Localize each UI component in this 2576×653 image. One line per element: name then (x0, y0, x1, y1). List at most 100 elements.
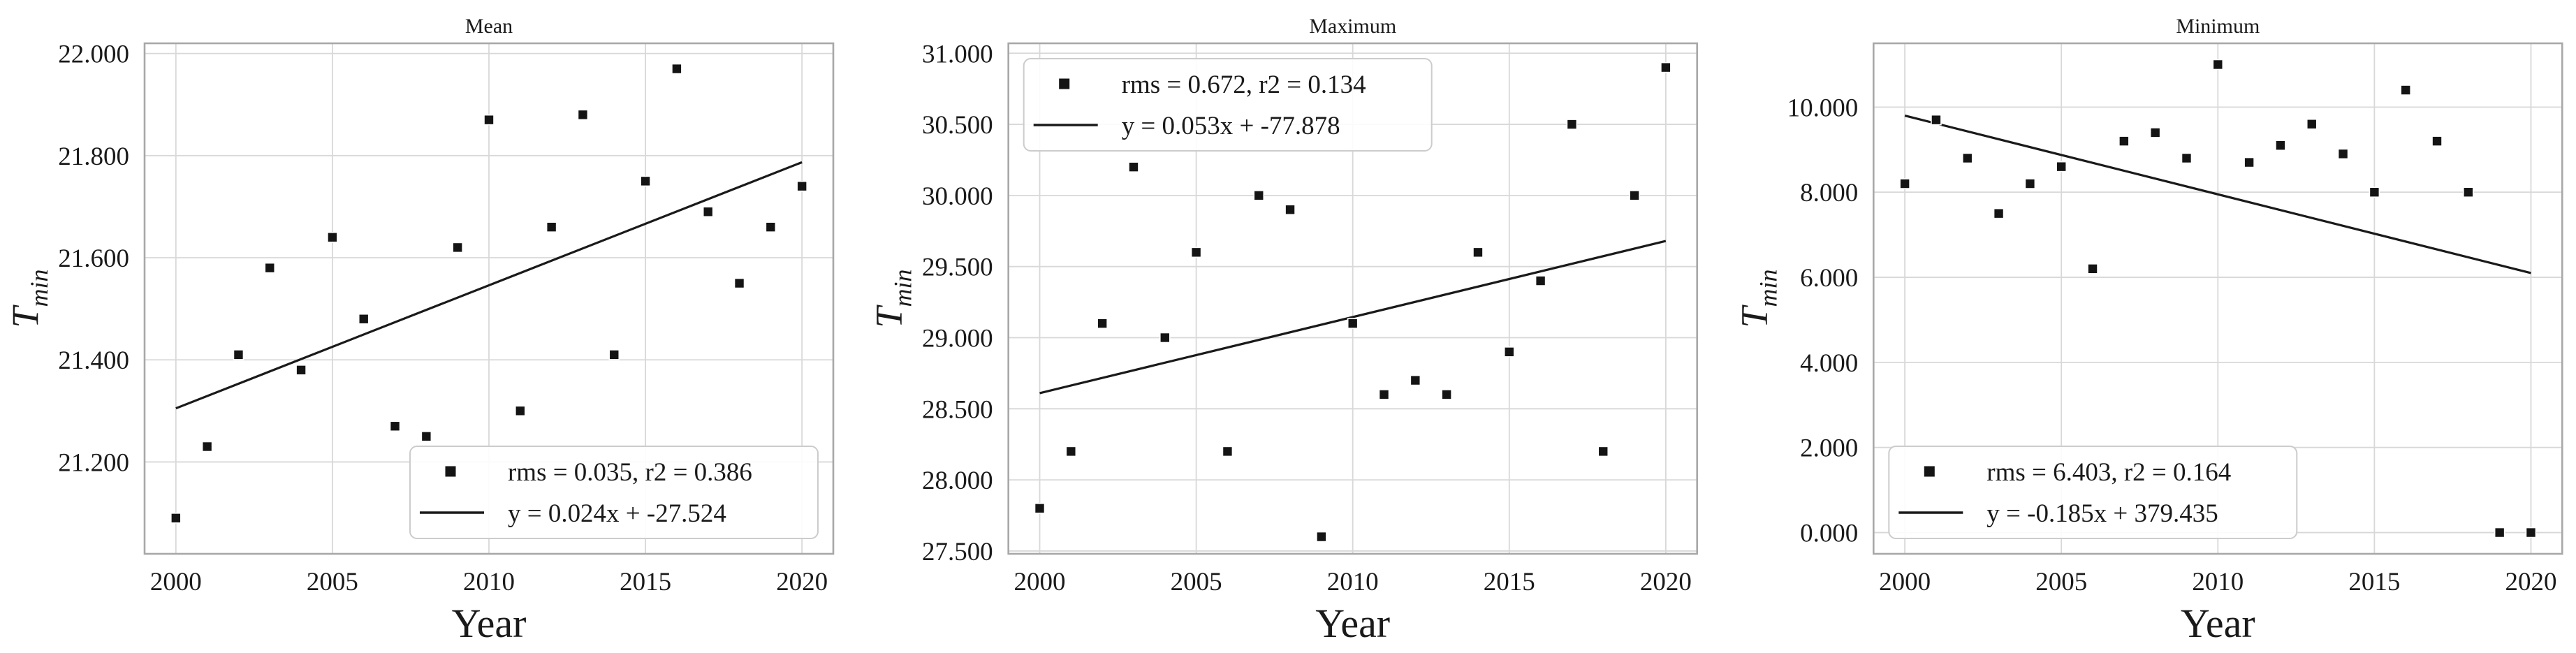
x-tick-label: 2000 (1879, 568, 1931, 596)
legend: rms = 0.035, r2 = 0.386 y = 0.024x + -27.… (409, 445, 819, 539)
data-point (1535, 275, 1546, 286)
y-tick-label: 8.000 (1800, 179, 1858, 207)
data-point (796, 180, 807, 192)
chart-minimum: Minimum 0.000 2.000 4.000 6.000 8.000 10.000 20… (1733, 15, 2563, 646)
y-tick-label: 21.800 (58, 142, 129, 171)
data-point (1034, 503, 1046, 514)
legend-label-stats: rms = 0.672, r2 = 0.134 (1122, 71, 1366, 99)
data-point (1629, 190, 1641, 201)
data-point (483, 114, 495, 126)
data-point (1316, 531, 1328, 543)
data-point (2181, 152, 2192, 164)
y-tick-label: 31.000 (922, 40, 993, 68)
x-axis-label: Year (452, 601, 527, 646)
data-point (1410, 374, 1421, 386)
y-axis-label: Tmin (868, 269, 917, 328)
y-tick-label: 28.000 (922, 467, 993, 495)
data-point (1222, 446, 1234, 457)
x-tick-label: 2020 (2505, 568, 2556, 596)
data-point (2337, 148, 2349, 160)
data-point (765, 221, 777, 233)
data-point (2086, 263, 2098, 274)
data-point (1961, 152, 1973, 164)
data-point (1128, 161, 1140, 173)
legend: rms = 6.403, r2 = 0.164 y = -0.185x + 379… (1887, 445, 2297, 539)
data-point (2462, 186, 2474, 198)
data-point (1441, 389, 1453, 400)
data-point (2056, 161, 2067, 173)
chart-mean: Mean 21.200 21.400 21.600 21.800 22.000 2000 20… (4, 15, 835, 646)
data-point (1191, 247, 1202, 258)
trend-line (1039, 240, 1667, 395)
legend-label-equation: y = 0.024x + -27.524 (508, 499, 726, 528)
data-point (2118, 135, 2130, 147)
data-point (233, 349, 244, 360)
legend-label-equation: y = -0.185x + 379.435 (1986, 499, 2218, 528)
data-point (2525, 527, 2536, 538)
y-tick-label: 22.000 (58, 41, 129, 69)
y-tick-label: 29.500 (922, 254, 993, 282)
data-point (358, 313, 369, 325)
legend-box (1887, 445, 2297, 539)
data-point (1597, 446, 1609, 457)
x-tick-label: 2010 (1327, 568, 1379, 596)
x-tick-label: 2005 (1171, 568, 1222, 596)
plot-frame (143, 42, 835, 555)
x-tick-label: 2020 (1640, 568, 1692, 596)
x-tick-label: 2000 (150, 568, 202, 596)
data-point (1379, 389, 1390, 400)
x-axis-label: Year (1316, 601, 1391, 646)
data-point (389, 420, 401, 432)
data-point (2400, 85, 2411, 96)
data-point (733, 277, 745, 289)
data-point (2274, 140, 2286, 152)
x-tick-label: 2005 (2035, 568, 2087, 596)
chart-maximum: Maximum 27.500 28.000 28.500 29.000 29.500 30.… (868, 15, 1699, 646)
y-tick-label: 30.000 (922, 182, 993, 211)
x-tick-label: 2015 (620, 568, 671, 596)
x-tick-label: 2015 (2348, 568, 2400, 596)
data-point (1285, 204, 1296, 216)
x-axis-label: Year (2181, 601, 2255, 646)
legend-label-equation: y = 0.053x + -77.878 (1122, 112, 1340, 140)
data-point (1898, 178, 1910, 189)
legend-label-stats: rms = 6.403, r2 = 0.164 (1986, 458, 2231, 487)
data-point (2494, 527, 2505, 538)
y-tick-label: 30.500 (922, 111, 993, 140)
data-point (452, 242, 463, 254)
data-point (2243, 156, 2255, 168)
plot-frame (1872, 42, 2563, 555)
data-point (1097, 318, 1108, 329)
data-point (1159, 332, 1171, 344)
trend-line (1904, 115, 2531, 274)
y-tick-label: 21.600 (58, 244, 129, 273)
data-point (264, 262, 276, 274)
data-point (170, 513, 182, 524)
legend-marker-square (1924, 466, 1935, 477)
chart-title: Maximum (1310, 15, 1397, 38)
data-point (2024, 178, 2035, 189)
data-point (2306, 118, 2318, 130)
legend-marker-square (1059, 78, 1070, 89)
y-tick-label: 21.200 (58, 448, 129, 477)
legend-marker-square (445, 466, 456, 477)
data-point (2212, 59, 2223, 71)
y-tick-label: 0.000 (1800, 520, 1858, 548)
data-point (640, 175, 651, 187)
data-point (1472, 247, 1484, 258)
data-point (2149, 127, 2161, 138)
data-point (2369, 186, 2380, 198)
x-tick-label: 2005 (307, 568, 358, 596)
y-tick-label: 21.400 (58, 346, 129, 375)
data-point (327, 231, 338, 243)
y-tick-label: 28.500 (922, 395, 993, 424)
chart-title: Minimum (2176, 15, 2260, 38)
data-point (1253, 190, 1265, 201)
y-axis-label: Tmin (4, 269, 53, 328)
data-point (201, 441, 213, 453)
data-point (1993, 207, 2005, 219)
data-point (671, 63, 682, 75)
data-point (1660, 61, 1672, 73)
data-point (702, 206, 714, 218)
